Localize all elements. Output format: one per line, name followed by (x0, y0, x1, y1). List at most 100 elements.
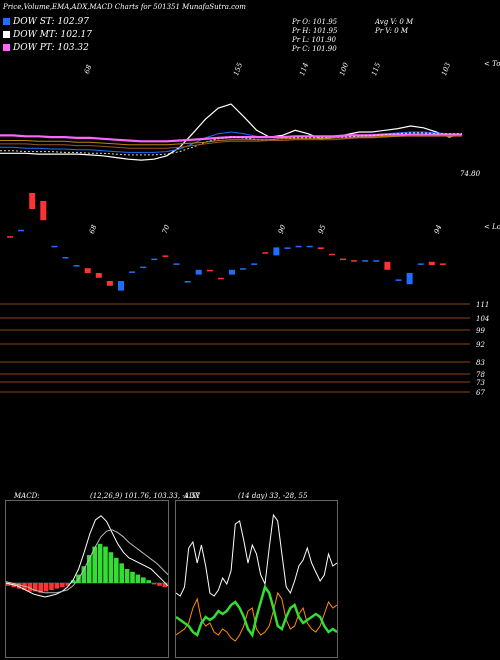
ema-last-value: 74.80 (460, 170, 481, 178)
candle-31 (351, 260, 358, 262)
candle-30 (340, 258, 346, 261)
legend-dow-mt-swatch (3, 31, 10, 38)
adx-panel (175, 500, 338, 658)
top-label-0: 68 (83, 63, 94, 75)
macd-hist-8 (49, 583, 54, 590)
price-ylabel-3: 92 (476, 341, 485, 349)
macd-hist-14 (81, 566, 87, 583)
price-ylabel-0: 111 (476, 301, 489, 309)
candle-1 (18, 229, 25, 232)
macd-hist-15 (87, 555, 92, 583)
macd-hist-17 (97, 543, 103, 583)
top-label-1: 155 (232, 61, 244, 77)
low-label-2: 90 (277, 223, 288, 235)
macd-hist-28 (157, 583, 162, 586)
macd-hist-23 (130, 571, 135, 583)
macd-hist-19 (108, 552, 114, 583)
candle-19 (217, 277, 224, 280)
price-ylabel-5: 78 (476, 371, 485, 379)
candle-3 (40, 201, 47, 221)
candle-35 (395, 279, 402, 281)
adx-plot (176, 513, 337, 642)
macd-hist-26 (146, 580, 151, 583)
candle-6 (73, 265, 80, 267)
candle-29 (328, 253, 335, 256)
ema-series-2 (0, 133, 462, 143)
candle-12 (140, 266, 147, 269)
macd-hist-22 (124, 569, 130, 583)
legend-dow-mt-label: DOW MT: 102.17 (13, 30, 92, 40)
price-ylabel-4: 83 (476, 359, 485, 367)
top-label-5: 103 (440, 61, 452, 77)
top-label-4: 115 (370, 61, 382, 77)
candle-10 (118, 281, 124, 291)
candle-37 (417, 263, 424, 265)
macd-hist-24 (135, 574, 141, 583)
macd-hist-11 (65, 583, 70, 586)
macd-hist-21 (119, 563, 124, 583)
adx-series-2 (176, 584, 337, 638)
macd-hist-25 (141, 577, 146, 583)
macd-hist-12 (70, 580, 76, 583)
candle-7 (84, 268, 91, 273)
legend-dow-st-label: DOW ST: 102.97 (13, 17, 89, 27)
legend-dow-pt-swatch (3, 44, 10, 51)
candle-33 (373, 260, 380, 262)
legend-dow-pt: DOW PT: 103.32 (3, 43, 89, 53)
top-label-2: 114 (298, 62, 310, 77)
stat-high: Pr H: 101.95 (292, 27, 338, 35)
candle-16 (184, 281, 191, 283)
ema-series-5 (0, 134, 462, 146)
main-chart-area: 68 155 114 100 115 103 < Tops 68 70 90 95 94 < Lows 7… (0, 60, 500, 397)
legend-dow-pt-label: DOW PT: 103.32 (13, 43, 89, 53)
macd-signal-line (6, 529, 168, 594)
price-ylabel-2: 99 (476, 327, 485, 335)
legend-dow-mt: DOW MT: 102.17 (3, 30, 92, 40)
candle-39 (439, 263, 446, 265)
chart-title: Price,Volume,EMA,ADX,MACD Charts for 501… (3, 3, 246, 11)
low-label-0: 68 (88, 223, 99, 235)
tops-label: < Tops (484, 60, 500, 68)
low-label-1: 70 (161, 223, 172, 235)
ema-series-4 (0, 135, 462, 149)
macd-hist-10 (60, 583, 65, 588)
stat-open: Pr O: 101.95 (292, 18, 338, 26)
macd-hist-6 (38, 583, 43, 593)
top-label-3: 100 (338, 61, 350, 77)
ema-series-3 (0, 132, 462, 156)
candle-11 (129, 271, 136, 273)
price-ylabel-7: 67 (476, 389, 485, 397)
macd-hist-2 (16, 583, 22, 589)
stat-avg-volume: Avg V: 0 M (375, 18, 414, 26)
macd-hist-9 (54, 583, 60, 589)
adx-label: ADX (184, 492, 200, 500)
price-ylabel-6: 73 (476, 379, 485, 387)
candle-0 (7, 236, 13, 238)
candle-2 (29, 193, 36, 209)
candle-32 (362, 260, 369, 262)
candle-18 (206, 269, 213, 272)
candle-20 (229, 269, 235, 275)
candle-27 (306, 245, 313, 248)
adx-params: (14 day) 33, -28, 55 (238, 492, 308, 500)
stat-low: Pr L: 101.90 (292, 36, 337, 44)
lows-label: < Lows (484, 223, 500, 231)
low-label-4: 94 (433, 224, 444, 235)
candle-34 (384, 261, 391, 270)
macd-line (6, 515, 168, 598)
candle-8 (95, 273, 102, 278)
candle-14 (162, 255, 169, 257)
candle-21 (240, 268, 247, 270)
macd-plot (6, 515, 168, 598)
macd-hist-0 (6, 583, 11, 586)
candle-13 (151, 258, 158, 261)
adx-series-0 (176, 513, 337, 597)
price-ylabel-1: 104 (476, 315, 489, 323)
macd-hist-18 (103, 546, 108, 583)
candle-28 (317, 247, 324, 249)
macd-hist-5 (33, 583, 38, 592)
candle-4 (51, 245, 58, 248)
candle-23 (262, 252, 269, 254)
stat-volume: Pr V: 0 M (375, 27, 409, 35)
macd-panel (5, 500, 169, 658)
